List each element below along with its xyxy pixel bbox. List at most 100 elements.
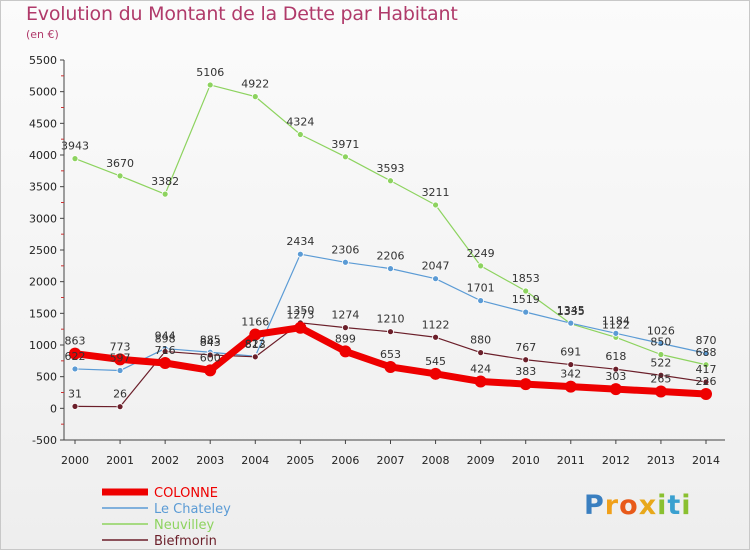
- data-label-le-chateley: 1345: [557, 304, 585, 317]
- data-label-le-chateley: 2434: [286, 235, 314, 248]
- data-label-le-chateley: 2047: [422, 260, 450, 273]
- data-label-biefmorin: 880: [470, 334, 491, 347]
- data-label-le-chateley: 1026: [647, 324, 675, 337]
- data-point-neuvilley: [702, 361, 710, 369]
- data-point-le-chateley: [702, 349, 710, 357]
- data-label-neuvilley: 850: [650, 336, 671, 349]
- data-label-colonne: 303: [605, 370, 626, 383]
- data-label-colonne: 383: [515, 365, 536, 378]
- legend-label-colonne: COLONNE: [154, 486, 218, 501]
- y-tick-label: 500: [36, 371, 57, 384]
- data-label-colonne: 653: [380, 348, 401, 361]
- data-point-colonne: [114, 353, 127, 366]
- data-label-biefmorin: 1210: [377, 313, 405, 326]
- data-point-neuvilley: [432, 201, 439, 209]
- data-label-biefmorin: 813: [245, 338, 266, 351]
- chart-title: Evolution du Montant de la Dette par Hab…: [26, 3, 458, 25]
- legend-label-biefmorin: Biefmorin: [154, 534, 217, 549]
- data-point-colonne: [249, 328, 262, 341]
- data-label-le-chateley: 597: [110, 352, 131, 365]
- x-tick-label: 2000: [61, 454, 89, 467]
- data-point-biefmorin: [477, 349, 485, 357]
- data-label-neuvilley: 2249: [467, 247, 495, 260]
- data-point-biefmorin: [657, 371, 665, 379]
- data-label-colonne: 600: [200, 351, 221, 364]
- y-tick-label: 2000: [29, 276, 57, 289]
- data-point-colonne: [204, 364, 217, 377]
- data-point-neuvilley: [71, 155, 79, 163]
- data-point-neuvilley: [657, 351, 665, 358]
- data-label-colonne: 424: [470, 362, 491, 375]
- data-label-le-chateley: 885: [200, 333, 221, 346]
- data-label-le-chateley: 1519: [512, 293, 540, 306]
- data-point-biefmorin: [522, 356, 530, 364]
- data-point-le-chateley: [522, 308, 530, 316]
- data-label-colonne: 226: [696, 375, 717, 388]
- data-point-le-chateley: [612, 329, 620, 337]
- data-point-colonne: [564, 380, 577, 393]
- data-point-neuvilley: [522, 287, 530, 295]
- data-point-colonne: [700, 388, 712, 401]
- data-label-le-chateley: 2206: [377, 250, 405, 263]
- x-tick-label: 2013: [647, 454, 675, 467]
- x-tick-label: 2009: [467, 454, 495, 467]
- data-label-neuvilley: 1853: [512, 272, 540, 285]
- data-point-colonne: [609, 383, 622, 396]
- y-tick-label: 2500: [29, 244, 57, 257]
- x-tick-label: 2002: [151, 454, 179, 467]
- data-point-neuvilley: [342, 153, 349, 161]
- y-tick-label: 4500: [29, 117, 57, 130]
- x-tick-label: 2010: [512, 454, 540, 467]
- data-point-biefmorin: [567, 361, 575, 368]
- legend-label-le-chateley: Le Chateley: [154, 502, 231, 517]
- data-point-le-chateley: [477, 297, 485, 305]
- data-label-biefmorin: 417: [696, 363, 717, 376]
- x-tick-label: 2005: [286, 454, 314, 467]
- data-label-biefmorin: 522: [650, 356, 671, 369]
- data-label-colonne: 1166: [241, 315, 269, 328]
- data-point-le-chateley: [116, 367, 124, 374]
- data-label-biefmorin: 618: [605, 350, 626, 363]
- y-tick-label: 5000: [29, 86, 57, 99]
- data-point-le-chateley: [71, 365, 79, 373]
- data-point-neuvilley: [387, 177, 394, 185]
- data-point-colonne: [339, 345, 352, 358]
- y-tick-label: 4000: [29, 149, 57, 162]
- proxiti-logo: Proxiti: [584, 490, 692, 521]
- data-point-le-chateley: [567, 319, 575, 327]
- data-label-colonne: 342: [560, 368, 581, 381]
- y-tick-label: 0: [50, 402, 57, 415]
- data-label-colonne: 773: [110, 340, 131, 353]
- y-tick-label: 3000: [29, 212, 57, 225]
- data-label-biefmorin: 31: [68, 387, 82, 400]
- data-label-biefmorin: 1274: [331, 309, 359, 322]
- data-point-le-chateley: [657, 339, 665, 347]
- data-point-biefmorin: [251, 353, 259, 361]
- legend-label-neuvilley: Neuvilley: [154, 518, 214, 533]
- data-label-le-chateley: 1184: [602, 314, 630, 327]
- x-tick-label: 2012: [602, 454, 630, 467]
- data-point-neuvilley: [116, 172, 124, 180]
- data-label-le-chateley: 622: [65, 350, 86, 363]
- data-label-neuvilley: 3971: [331, 138, 359, 151]
- data-label-neuvilley: 1335: [557, 305, 585, 318]
- data-label-le-chateley: 2306: [331, 243, 359, 256]
- data-point-biefmorin: [702, 378, 710, 386]
- data-label-neuvilley: 3382: [151, 175, 179, 188]
- y-tick-label: -500: [32, 434, 57, 447]
- data-point-colonne: [159, 356, 172, 369]
- data-point-colonne: [654, 385, 667, 398]
- data-label-biefmorin: 898: [155, 332, 176, 345]
- data-label-colonne: 265: [650, 373, 671, 386]
- data-point-neuvilley: [161, 190, 169, 198]
- data-point-le-chateley: [387, 265, 394, 273]
- data-point-biefmorin: [161, 348, 169, 355]
- data-label-neuvilley: 688: [696, 346, 717, 359]
- data-label-colonne: 1273: [286, 309, 314, 322]
- x-tick-label: 2008: [422, 454, 450, 467]
- data-point-neuvilley: [477, 262, 485, 270]
- data-label-le-chateley: 1701: [467, 282, 495, 295]
- data-point-neuvilley: [296, 131, 304, 138]
